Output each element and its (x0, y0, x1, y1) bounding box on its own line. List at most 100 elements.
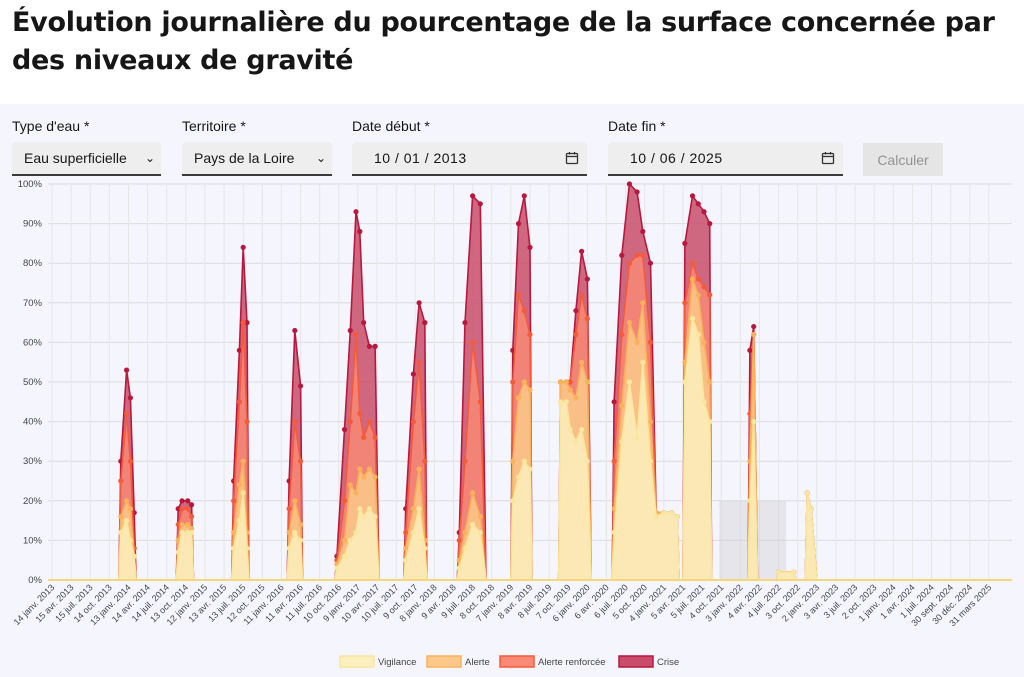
y-tick-label: 40% (23, 417, 43, 428)
data-point (521, 193, 527, 199)
data-point (372, 343, 378, 349)
data-point (292, 327, 298, 334)
data-point (579, 426, 585, 433)
data-point (188, 529, 195, 536)
territoire-select[interactable]: Pays de la Loire ⌄ (182, 142, 332, 176)
y-tick-label: 80% (23, 258, 43, 269)
data-point (236, 347, 242, 353)
data-point (653, 514, 659, 520)
data-point (707, 419, 713, 425)
data-point (361, 514, 367, 520)
data-point (584, 316, 590, 322)
data-point (661, 510, 667, 516)
data-point (647, 419, 654, 425)
data-point (240, 458, 246, 464)
legend-swatch (339, 655, 375, 668)
data-point (521, 458, 527, 464)
calculer-button[interactable]: Calculer (863, 143, 943, 176)
data-point (689, 260, 696, 266)
data-point (682, 379, 688, 385)
series-area-vigilance (52, 318, 817, 580)
data-point (573, 331, 579, 338)
data-point (372, 474, 378, 480)
data-point (557, 399, 564, 405)
data-point (357, 228, 363, 235)
data-point (403, 529, 409, 536)
data-point (584, 379, 590, 385)
data-point (188, 525, 195, 532)
data-point (188, 514, 195, 520)
data-point (456, 537, 462, 543)
data-point (357, 411, 363, 417)
data-point (584, 458, 590, 464)
data-point (695, 276, 701, 282)
data-point (347, 419, 353, 425)
data-point (557, 379, 564, 385)
data-point (236, 518, 242, 524)
data-point (292, 419, 298, 425)
legend-swatch (426, 655, 462, 668)
date-debut-input[interactable]: 10 / 01 / 2013 (352, 142, 587, 176)
type-eau-label: Type d'eau * (12, 118, 90, 134)
data-point (179, 521, 185, 528)
data-point (353, 490, 359, 496)
date-fin-value: 10 / 06 / 2025 (630, 150, 723, 166)
data-point (127, 506, 133, 512)
data-point (647, 260, 654, 266)
data-point (422, 320, 428, 326)
data-point (353, 529, 359, 536)
data-point (372, 514, 378, 520)
data-point (292, 498, 298, 504)
calendar-icon[interactable] (813, 151, 843, 165)
territoire-field: Territoire * Pays de la Loire ⌄ (182, 118, 332, 176)
data-point (297, 458, 304, 464)
data-point (510, 379, 516, 385)
data-point (682, 300, 688, 306)
y-tick-label: 30% (23, 456, 43, 467)
data-point (804, 490, 810, 496)
data-point (353, 209, 359, 215)
data-point (470, 490, 476, 496)
data-point (521, 379, 527, 385)
data-point (244, 545, 250, 551)
data-point (701, 339, 707, 345)
data-point (527, 331, 533, 338)
data-point (410, 419, 416, 425)
date-fin-field: Date fin * 10 / 06 / 2025 (608, 118, 843, 176)
date-fin-input[interactable]: 10 / 06 / 2025 (608, 142, 843, 176)
data-point (297, 383, 304, 389)
calendar-icon[interactable] (557, 151, 587, 165)
data-point (477, 514, 483, 520)
y-tick-label: 0% (28, 575, 42, 586)
data-point (707, 292, 713, 298)
data-point (573, 395, 579, 401)
type-eau-select[interactable]: Eau superficielle ⌄ (12, 142, 161, 176)
data-point (521, 308, 527, 314)
data-point (244, 419, 250, 425)
data-point (240, 490, 246, 496)
data-point (410, 529, 416, 536)
data-point (118, 478, 124, 484)
data-point (286, 506, 292, 512)
data-point (626, 260, 633, 266)
data-point (175, 506, 181, 512)
data-point (634, 339, 640, 345)
data-point (175, 521, 181, 528)
data-point (357, 506, 363, 512)
data-point (179, 506, 185, 512)
data-point (619, 252, 625, 258)
data-point (707, 379, 713, 385)
data-point (647, 339, 654, 345)
data-point (611, 399, 617, 405)
data-point (118, 514, 124, 520)
data-point (647, 458, 654, 464)
data-point (579, 292, 585, 298)
data-point (477, 399, 483, 405)
data-point (462, 529, 468, 536)
data-point (751, 323, 757, 330)
data-point (695, 331, 701, 338)
data-point (563, 379, 569, 385)
data-point (185, 521, 191, 528)
legend-label: Alerte renforcée (538, 657, 606, 668)
data-point (347, 537, 353, 543)
